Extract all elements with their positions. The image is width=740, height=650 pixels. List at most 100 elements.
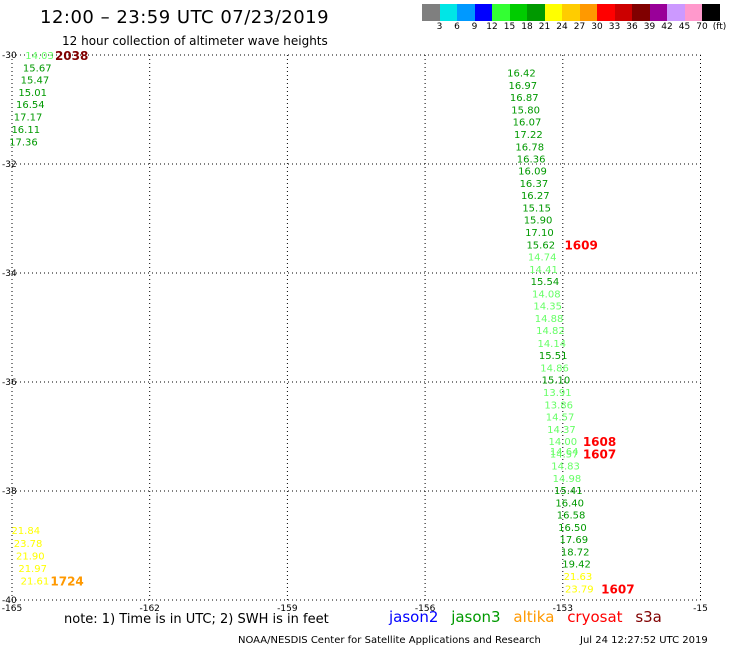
y-tick-label: -38 bbox=[2, 487, 17, 497]
wave-height-value: 16.97 bbox=[509, 81, 538, 92]
color-swatch bbox=[474, 4, 492, 21]
wave-height-value: 14.57 bbox=[550, 449, 579, 460]
wave-height-value: 17.22 bbox=[514, 130, 543, 141]
wave-height-value: 15.15 bbox=[522, 204, 551, 215]
wave-height-value: 16.50 bbox=[558, 523, 587, 534]
wave-height-value: 15.67 bbox=[23, 64, 52, 75]
color-swatch bbox=[614, 4, 632, 21]
wave-height-value: 14.82 bbox=[536, 326, 565, 337]
wave-height-value: 16.40 bbox=[555, 498, 584, 509]
color-swatch bbox=[457, 4, 475, 21]
x-tick-label: -162 bbox=[139, 604, 159, 614]
color-swatch bbox=[649, 4, 667, 21]
wave-height-value: 16.09 bbox=[518, 167, 547, 178]
wave-height-value: 16.87 bbox=[510, 93, 539, 104]
color-scale-label: 21 bbox=[538, 22, 551, 32]
track-time-label: 1724 bbox=[50, 574, 83, 588]
color-scale-label: 70 bbox=[696, 22, 708, 32]
track-time-label: 1607 bbox=[601, 583, 634, 597]
wave-height-value: 15.80 bbox=[511, 106, 540, 117]
wave-height-value: 14.88 bbox=[535, 314, 564, 325]
wave-height-value: 15.47 bbox=[21, 76, 50, 87]
wave-height-value: 16.27 bbox=[521, 191, 550, 202]
color-scale-label: 6 bbox=[454, 22, 460, 32]
color-swatch bbox=[667, 4, 685, 21]
page-subtitle: 12 hour collection of altimeter wave hei… bbox=[62, 34, 328, 48]
wave-height-value: 14.03 bbox=[25, 51, 54, 62]
wave-height-value: 15.90 bbox=[524, 216, 553, 227]
color-scale-label: 24 bbox=[556, 22, 568, 32]
color-swatch bbox=[597, 4, 615, 21]
color-scale-label: 3 bbox=[436, 22, 443, 32]
track-time-label: 1608 bbox=[583, 435, 616, 449]
wave-height-value: 13.86 bbox=[544, 400, 573, 411]
color-scale-label: 9 bbox=[471, 22, 478, 32]
color-scale-bar bbox=[422, 4, 720, 21]
color-swatch bbox=[509, 4, 527, 21]
wave-height-value: 15.10 bbox=[542, 375, 571, 386]
track-time-label: 1609 bbox=[564, 239, 597, 253]
color-scale-label: 27 bbox=[573, 22, 586, 32]
color-scale-label: 15 bbox=[503, 22, 516, 32]
color-scale-label: (ft) bbox=[712, 22, 727, 32]
wave-height-value: 16.58 bbox=[557, 510, 586, 521]
color-swatch bbox=[527, 4, 545, 21]
color-scale-labels: 3 6 9 12 15 18 21 24 27 30 33 36 39 42 45 70 (ft) bbox=[422, 22, 740, 34]
color-swatch bbox=[562, 4, 580, 21]
color-swatch bbox=[702, 4, 720, 21]
wave-height-value: 16.42 bbox=[507, 68, 536, 79]
wave-height-value: 13.91 bbox=[543, 388, 572, 399]
x-tick-label: -153 bbox=[553, 604, 573, 614]
color-swatch bbox=[422, 4, 440, 21]
legend-altika: altika bbox=[513, 608, 555, 626]
y-tick-label: -36 bbox=[2, 378, 17, 388]
wave-height-value: 14.08 bbox=[532, 290, 561, 301]
wave-height-value: 14.74 bbox=[528, 253, 557, 264]
wave-height-value: 17.36 bbox=[9, 138, 38, 149]
wave-height-value: 19.42 bbox=[562, 559, 591, 570]
color-scale-label: 18 bbox=[521, 22, 533, 32]
wave-height-value: 16.07 bbox=[513, 117, 542, 128]
credit-text: NOAA/NESDIS Center for Satellite Applica… bbox=[238, 635, 541, 646]
color-scale-label: 42 bbox=[661, 22, 673, 32]
wave-height-value: 16.36 bbox=[517, 155, 546, 166]
x-tick-label: -159 bbox=[277, 604, 298, 614]
wave-height-value: 17.17 bbox=[14, 113, 43, 124]
color-swatch bbox=[544, 4, 562, 21]
wave-height-value: 15.41 bbox=[554, 486, 583, 497]
units-note: note: 1) Time is in UTC; 2) SWH is in fe… bbox=[64, 612, 329, 627]
wave-height-value: 14.86 bbox=[540, 363, 569, 374]
color-scale-label: 33 bbox=[608, 22, 621, 32]
wave-height-value: 14.14 bbox=[537, 339, 566, 350]
wave-height-value: 18.72 bbox=[561, 547, 590, 558]
y-tick-label: -34 bbox=[2, 269, 17, 279]
wave-height-value: 16.37 bbox=[520, 179, 549, 190]
legend-s3a: s3a bbox=[635, 608, 662, 626]
wave-height-value: 23.78 bbox=[14, 539, 43, 550]
wave-height-value: 16.78 bbox=[515, 143, 544, 154]
color-swatch bbox=[579, 4, 597, 21]
wave-height-value: 14.83 bbox=[551, 461, 580, 472]
wave-height-value: 16.54 bbox=[16, 100, 45, 111]
legend-cryosat: cryosat bbox=[567, 608, 623, 626]
track-time-label: 2038 bbox=[55, 49, 88, 63]
color-scale-label: 39 bbox=[643, 22, 656, 32]
wave-height-value: 21.63 bbox=[564, 572, 593, 583]
timestamp-text: Jul 24 12:27:52 UTC 2019 bbox=[580, 635, 708, 646]
wave-height-value: 17.10 bbox=[525, 228, 554, 239]
x-tick-label: -165 bbox=[2, 604, 22, 614]
x-tick-label: -15 bbox=[693, 604, 708, 614]
x-tick-label: -156 bbox=[415, 604, 436, 614]
color-scale-label: 36 bbox=[626, 22, 638, 32]
track-time-label: 1607 bbox=[583, 447, 616, 461]
wave-height-value: 15.51 bbox=[539, 351, 568, 362]
wave-height-value: 14.37 bbox=[547, 425, 576, 436]
wave-height-value: 14.98 bbox=[553, 474, 582, 485]
color-swatch bbox=[439, 4, 457, 21]
wave-height-value: 14.64 bbox=[550, 447, 579, 458]
satellite-legend: jason2 jason3 altika cryosat s3a bbox=[389, 608, 670, 626]
color-swatch bbox=[684, 4, 702, 21]
wave-height-value: 21.97 bbox=[18, 564, 47, 575]
wave-height-value: 14.35 bbox=[533, 302, 562, 313]
wave-height-value: 14.00 bbox=[548, 437, 577, 448]
